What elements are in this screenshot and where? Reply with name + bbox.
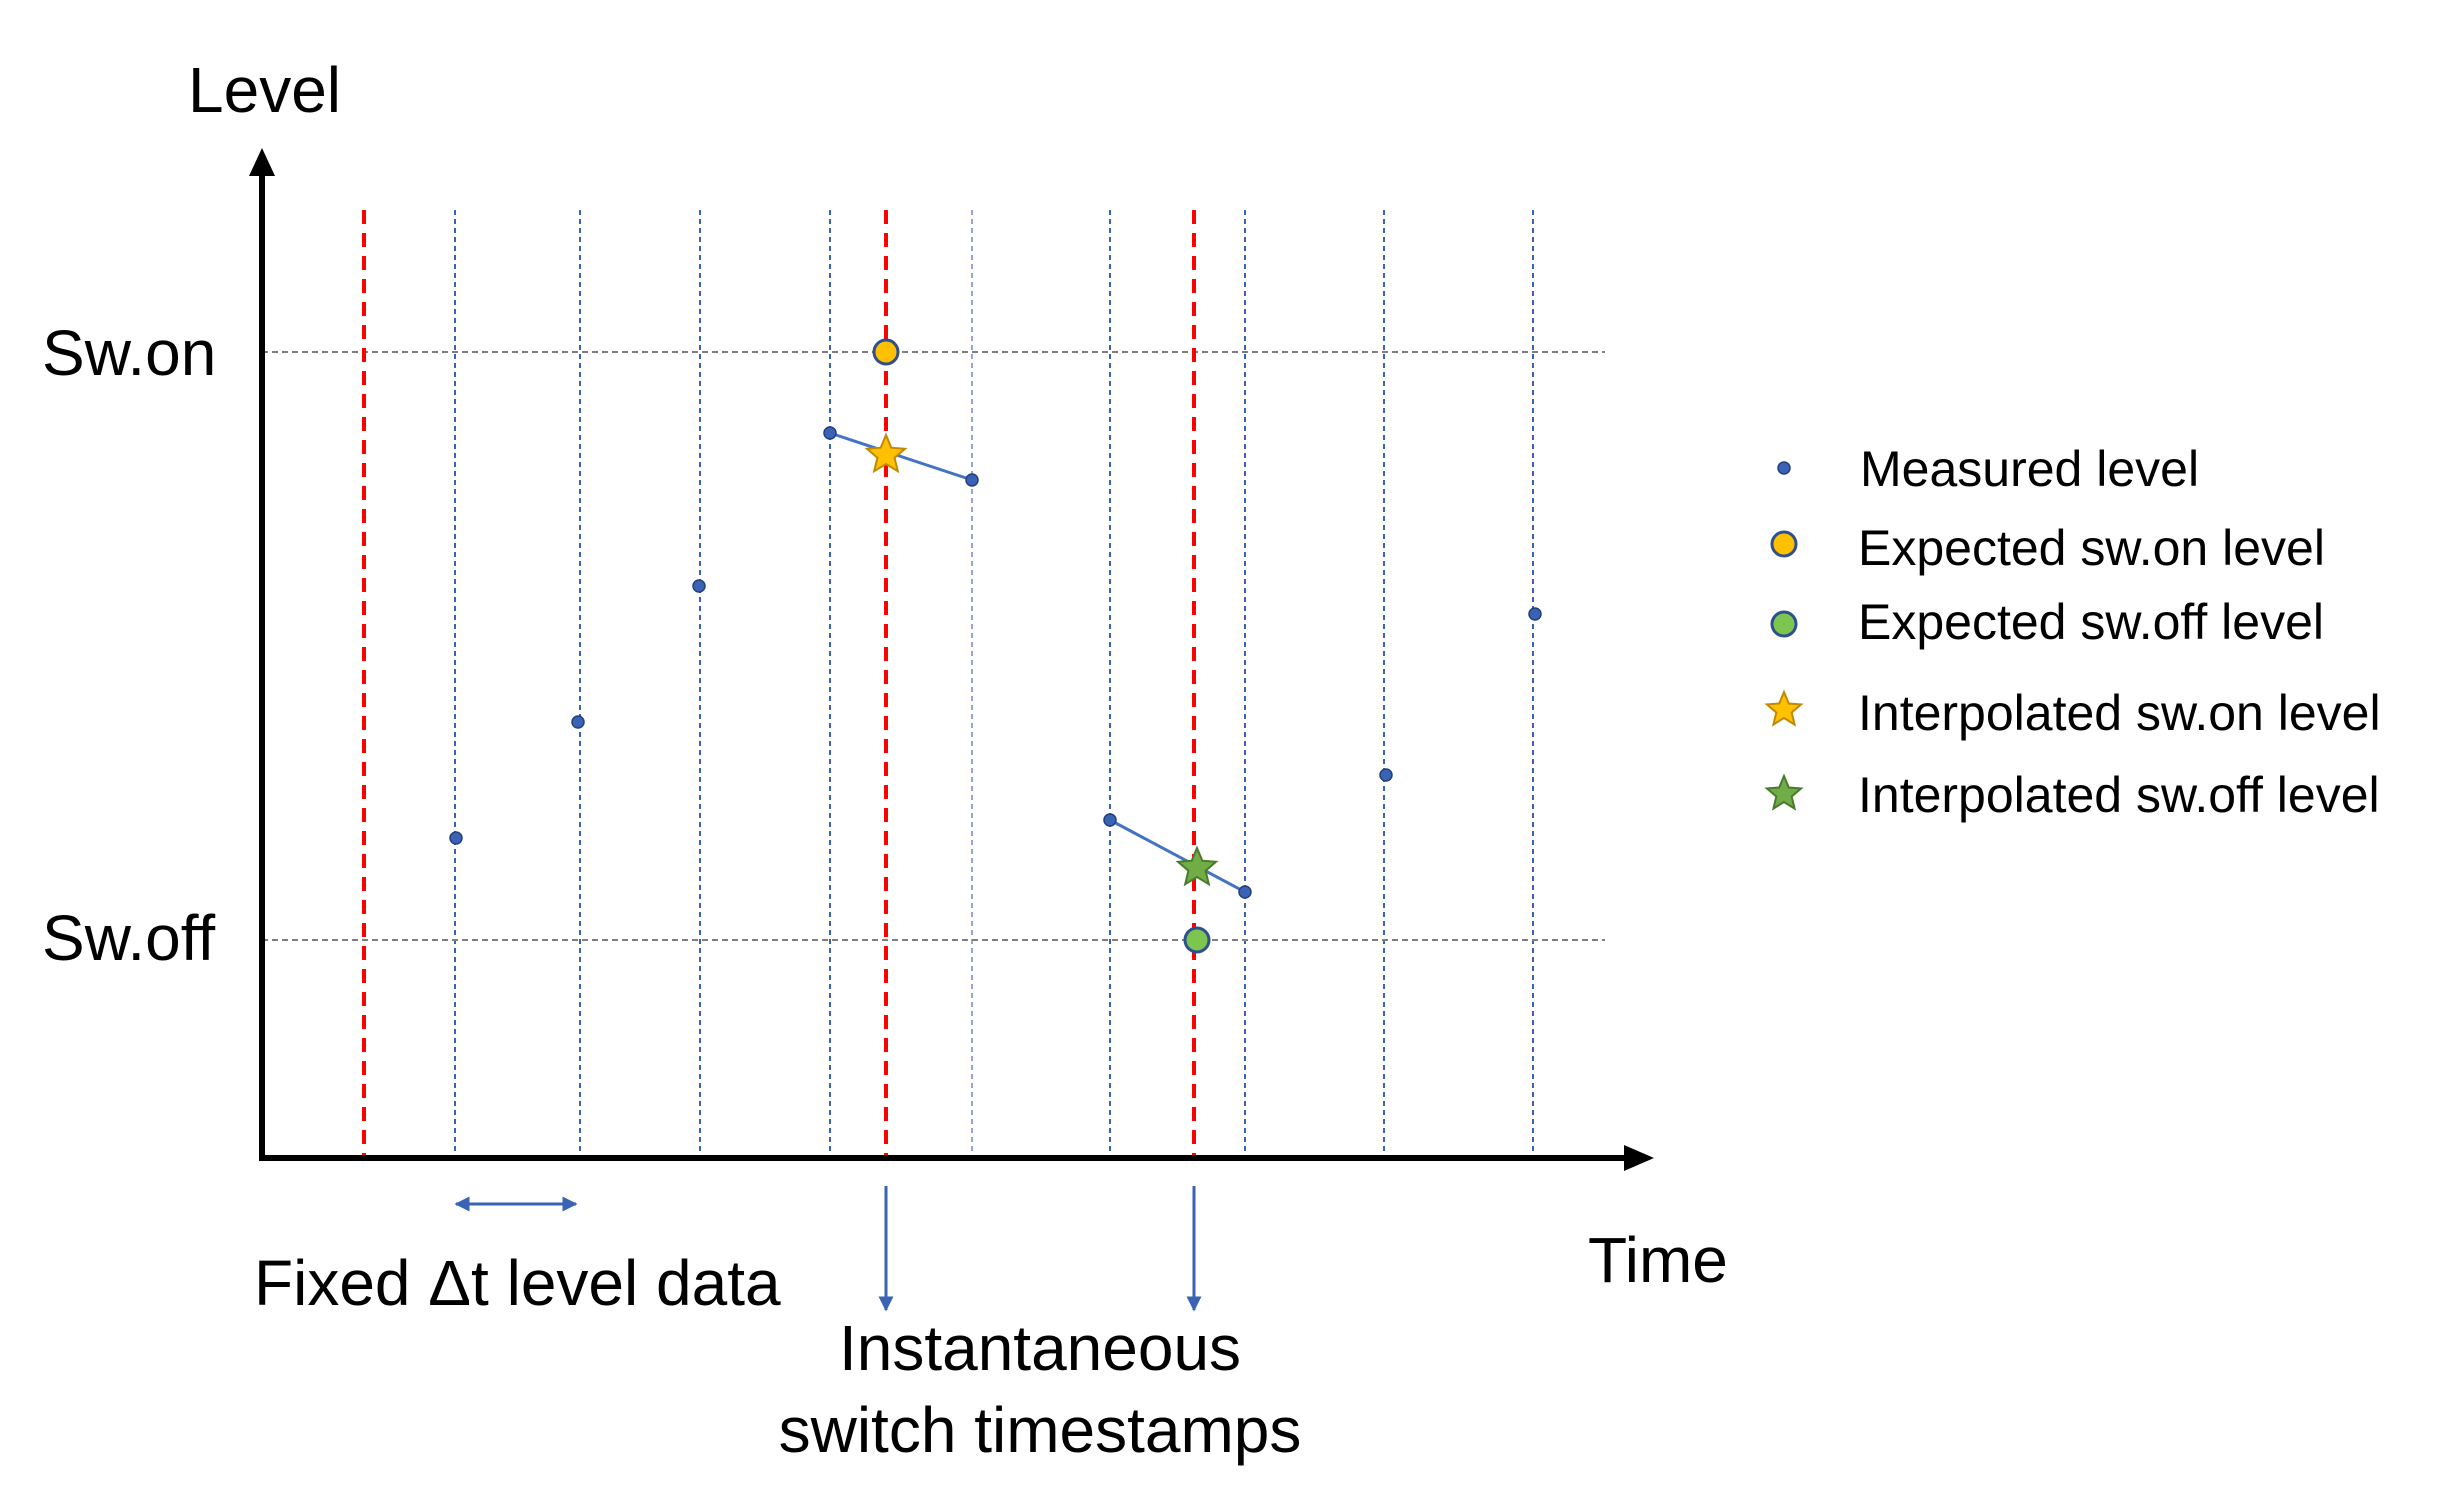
switch-timestamp-lines — [362, 210, 1196, 1158]
y-axis-label: Level — [188, 54, 341, 126]
measured-point — [1103, 813, 1117, 827]
axes — [249, 148, 1654, 1171]
expected-sw-on-marker — [872, 338, 900, 366]
switch-timestamps-line1: Instantaneous — [839, 1312, 1241, 1384]
legend-measured-label: Measured level — [1860, 441, 2199, 497]
y-axis-arrowhead — [249, 148, 275, 176]
x-axis-arrowhead — [1624, 1145, 1654, 1171]
sw-on-tick-label: Sw.on — [42, 317, 216, 389]
measured-point — [1528, 607, 1542, 621]
measured-point — [1238, 885, 1252, 899]
fixed-dt-label: Fixed Δt level data — [254, 1247, 781, 1319]
interpolation-segments — [829, 431, 1246, 894]
legend-measured-marker — [1777, 461, 1791, 475]
legend-expected-on-marker — [1770, 530, 1798, 558]
measured-point — [823, 426, 837, 440]
legend-expected-off-marker — [1770, 610, 1798, 638]
measured-point — [571, 715, 585, 729]
measured-point — [965, 473, 979, 487]
measured-point — [449, 831, 463, 845]
interpolated-sw-on-star — [864, 432, 908, 474]
expected-sw-off-marker — [1183, 926, 1211, 954]
measured-points — [449, 426, 1542, 899]
sample-grid-lines — [454, 210, 1534, 1158]
switch-timestamps-line2: switch timestamps — [779, 1394, 1302, 1466]
legend-expected-off-label: Expected sw.off level — [1858, 594, 2324, 650]
legend-expected-on-label: Expected sw.on level — [1858, 520, 2325, 576]
sw-on-interpolation-segment — [829, 431, 973, 482]
interpolated-sw-off-star — [1175, 845, 1219, 887]
legend-interpolated-on-star — [1764, 689, 1804, 727]
sw-off-tick-label: Sw.off — [42, 902, 215, 974]
legend-interpolated-off-star — [1764, 773, 1804, 811]
sw-off-interpolation-segment — [1109, 818, 1246, 894]
x-axis-label: Time — [1588, 1224, 1728, 1296]
legend-interpolated-off-label: Interpolated sw.off level — [1858, 767, 2380, 823]
legend: Measured level Expected sw.on level Expe… — [1764, 441, 2381, 823]
legend-interpolated-on-label: Interpolated sw.on level — [1858, 685, 2381, 741]
measured-point — [692, 579, 706, 593]
measured-point — [1379, 768, 1393, 782]
threshold-lines — [262, 351, 1605, 941]
